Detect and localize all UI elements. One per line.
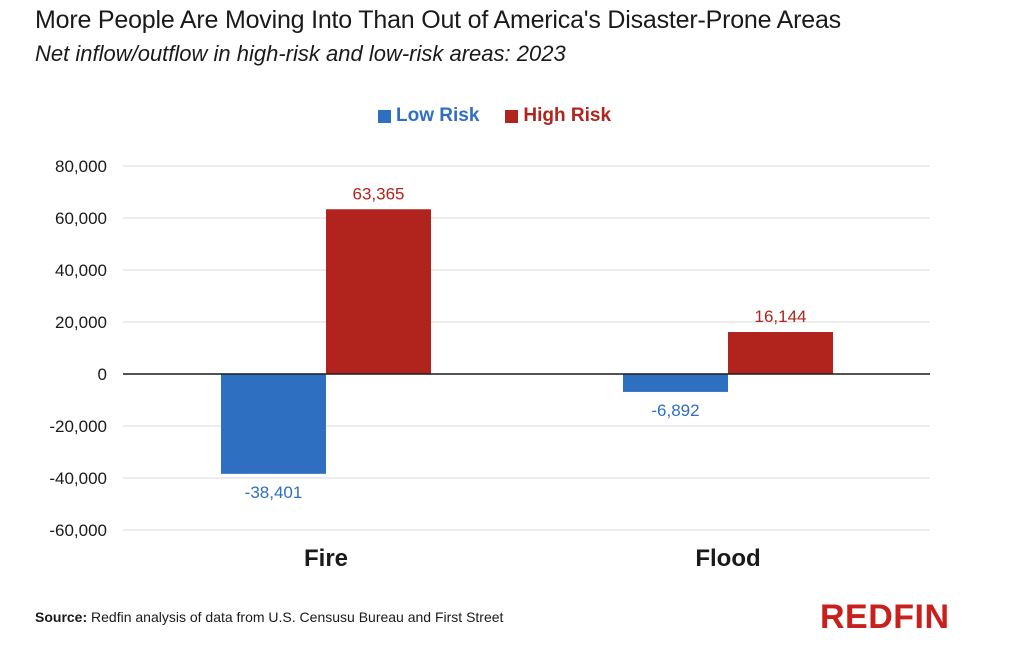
legend-swatch-low-risk (378, 109, 391, 123)
legend-item-low-risk: Low Risk (378, 105, 479, 127)
bar-low-risk (623, 374, 728, 392)
y-tick-label: -40,000 (49, 469, 107, 488)
bar-high-risk (326, 209, 431, 374)
legend-label-high-risk: High Risk (523, 105, 612, 126)
x-category-label: Flood (695, 545, 760, 572)
source-note: Source: Redfin analysis of data from U.S… (35, 609, 503, 625)
bar-low-risk (221, 374, 326, 474)
y-tick-label: 60,000 (55, 209, 107, 228)
y-tick-label: -20,000 (49, 417, 107, 436)
legend-label-low-risk: Low Risk (396, 105, 480, 126)
y-tick-label: 80,000 (55, 157, 107, 176)
y-tick-label: 0 (98, 365, 107, 384)
data-label: 63,365 (353, 184, 405, 203)
legend-swatch-high-risk (505, 109, 519, 123)
y-tick-label: 40,000 (55, 261, 107, 280)
chart-subtitle: Net inflow/outflow in high-risk and low-… (35, 41, 566, 66)
source-text: Redfin analysis of data from U.S. Census… (91, 609, 504, 625)
data-label: -38,401 (245, 483, 303, 502)
source-label: Source: (35, 609, 88, 625)
redfin-logo: REDFIN (820, 598, 950, 636)
data-label: 16,144 (755, 307, 807, 326)
bar-high-risk (728, 332, 833, 374)
y-tick-label: -60,000 (49, 521, 107, 540)
legend-item-high-risk: High Risk (505, 105, 611, 127)
chart-title: More People Are Moving Into Than Out of … (35, 6, 841, 34)
x-category-label: Fire (304, 545, 348, 572)
y-tick-label: 20,000 (55, 313, 107, 332)
data-label: -6,892 (651, 401, 699, 420)
legend: Low Risk High Risk (378, 105, 637, 127)
